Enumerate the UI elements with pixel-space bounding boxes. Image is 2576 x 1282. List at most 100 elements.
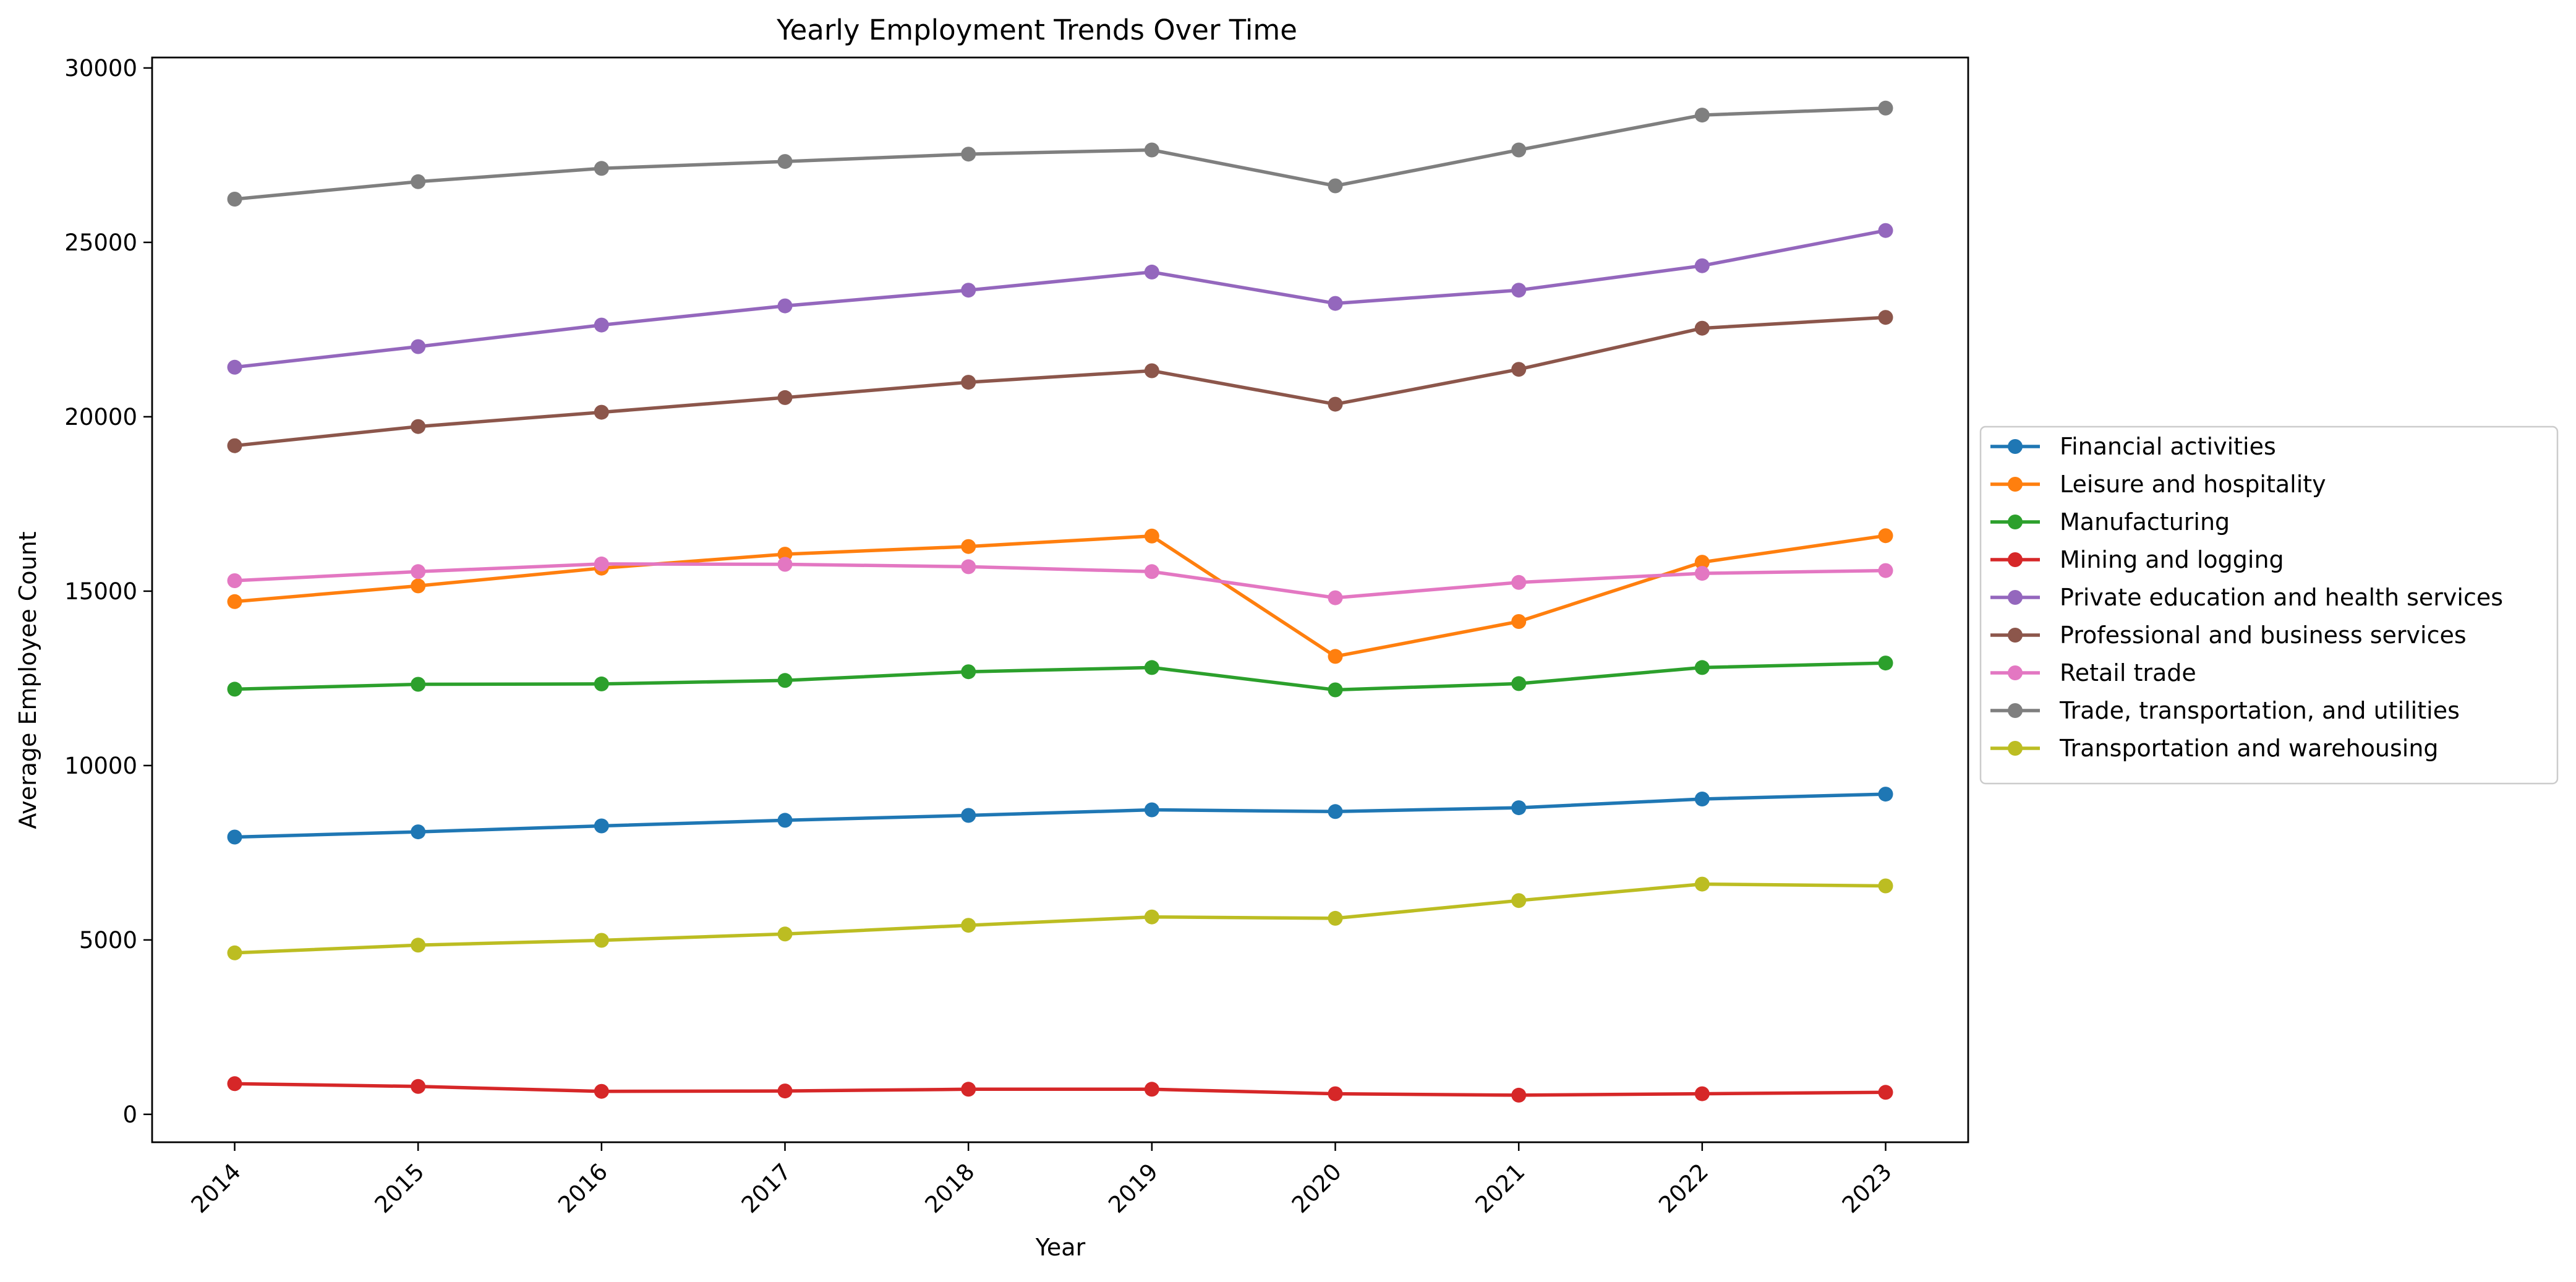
data-point-1-8 xyxy=(1694,555,1710,570)
series-8 xyxy=(227,876,1893,960)
data-point-1-0 xyxy=(227,594,242,609)
legend-label-3: Mining and logging xyxy=(2060,546,2284,573)
series-line-1 xyxy=(234,534,1886,659)
series-7 xyxy=(227,100,1893,207)
data-point-2-7 xyxy=(1511,676,1527,691)
series-line-5 xyxy=(234,315,1886,448)
legend-marker-8 xyxy=(2008,741,2023,756)
data-point-2-6 xyxy=(1328,682,1343,698)
data-point-5-1 xyxy=(411,419,426,434)
data-point-4-9 xyxy=(1878,223,1893,238)
legend-label-5: Professional and business services xyxy=(2060,622,2467,649)
legend-item-8: Transportation and warehousing xyxy=(1990,735,2439,762)
legend-marker-1 xyxy=(2008,477,2023,492)
data-point-4-0 xyxy=(227,359,242,375)
series-0 xyxy=(227,787,1893,845)
data-point-6-6 xyxy=(1328,590,1343,605)
data-point-5-9 xyxy=(1878,310,1893,325)
data-point-5-3 xyxy=(777,390,793,405)
data-point-8-8 xyxy=(1694,876,1710,892)
data-point-4-2 xyxy=(594,317,609,333)
legend-label-1: Leisure and hospitality xyxy=(2060,471,2326,498)
data-point-7-4 xyxy=(961,147,976,162)
data-point-0-5 xyxy=(1144,802,1159,818)
legend-item-7: Trade, transportation, and utilities xyxy=(1990,697,2460,724)
legend-item-4: Private education and health services xyxy=(1990,584,2503,611)
data-point-4-4 xyxy=(961,283,976,298)
data-point-0-6 xyxy=(1328,804,1343,819)
data-point-8-3 xyxy=(777,926,793,942)
y-axis-label: Average Employee Count xyxy=(14,531,41,829)
series-6 xyxy=(227,556,1893,605)
series-line-6 xyxy=(234,562,1886,600)
legend-marker-2 xyxy=(2008,515,2023,529)
data-point-8-1 xyxy=(411,938,426,953)
data-point-4-5 xyxy=(1144,264,1159,280)
series-line-2 xyxy=(234,661,1886,692)
data-point-3-0 xyxy=(227,1076,242,1092)
data-point-8-2 xyxy=(594,933,609,948)
data-point-5-5 xyxy=(1144,363,1159,378)
legend-marker-4 xyxy=(2008,590,2023,605)
series-line-4 xyxy=(234,228,1887,369)
data-point-6-5 xyxy=(1144,564,1159,579)
legend-label-0: Financial activities xyxy=(2060,433,2276,460)
data-point-1-7 xyxy=(1511,614,1527,629)
data-point-8-0 xyxy=(227,945,242,960)
y-tick-label-2: 10000 xyxy=(64,753,137,779)
legend-marker-5 xyxy=(2008,628,2023,643)
series-5 xyxy=(227,310,1893,453)
data-point-3-1 xyxy=(411,1079,426,1094)
plot-area-frame xyxy=(151,56,1969,1143)
chart-title: Yearly Employment Trends Over Time xyxy=(776,14,1297,46)
data-point-7-8 xyxy=(1694,108,1710,123)
data-point-2-4 xyxy=(961,664,976,680)
series-4 xyxy=(227,223,1893,375)
data-point-5-7 xyxy=(1511,362,1527,377)
y-tick-label-3: 15000 xyxy=(64,578,137,605)
legend-label-2: Manufacturing xyxy=(2060,508,2230,536)
data-point-4-8 xyxy=(1694,258,1710,273)
data-point-1-4 xyxy=(961,539,976,554)
data-point-0-0 xyxy=(227,829,242,845)
data-point-4-6 xyxy=(1328,296,1343,311)
data-point-8-4 xyxy=(961,918,976,933)
data-point-2-1 xyxy=(411,677,426,692)
series-1 xyxy=(227,528,1893,664)
data-point-7-6 xyxy=(1328,178,1343,194)
series-3 xyxy=(227,1076,1893,1103)
data-point-7-5 xyxy=(1144,142,1159,158)
data-point-1-6 xyxy=(1328,649,1343,664)
data-point-5-0 xyxy=(227,438,242,453)
data-point-2-2 xyxy=(594,676,609,691)
data-point-6-1 xyxy=(411,564,426,579)
data-point-3-7 xyxy=(1511,1087,1527,1103)
data-point-3-2 xyxy=(594,1083,609,1099)
legend-item-5: Professional and business services xyxy=(1990,622,2467,649)
data-point-8-6 xyxy=(1328,910,1343,926)
data-point-0-9 xyxy=(1878,787,1893,802)
legend: Financial activities Leisure and hospital… xyxy=(1979,425,2559,785)
data-point-6-9 xyxy=(1878,563,1893,578)
data-point-2-8 xyxy=(1694,660,1710,675)
legend-marker-0 xyxy=(2008,439,2023,454)
data-point-7-3 xyxy=(777,154,793,169)
legend-marker-6 xyxy=(2008,665,2023,680)
data-point-6-0 xyxy=(227,573,242,588)
series-layer xyxy=(227,100,1893,1103)
legend-label-8: Transportation and warehousing xyxy=(2059,735,2439,762)
data-point-3-8 xyxy=(1694,1086,1710,1101)
data-point-3-3 xyxy=(777,1083,793,1099)
data-point-8-7 xyxy=(1511,893,1527,908)
legend-marker-3 xyxy=(2008,552,2023,567)
data-point-0-3 xyxy=(777,813,793,828)
y-tick-label-5: 25000 xyxy=(64,229,137,256)
series-line-8 xyxy=(234,882,1886,955)
y-tick-label-0: 0 xyxy=(122,1101,137,1128)
series-line-0 xyxy=(234,792,1886,839)
data-point-5-2 xyxy=(594,404,609,420)
data-point-0-7 xyxy=(1511,800,1527,816)
legend-frame xyxy=(1979,425,2559,785)
